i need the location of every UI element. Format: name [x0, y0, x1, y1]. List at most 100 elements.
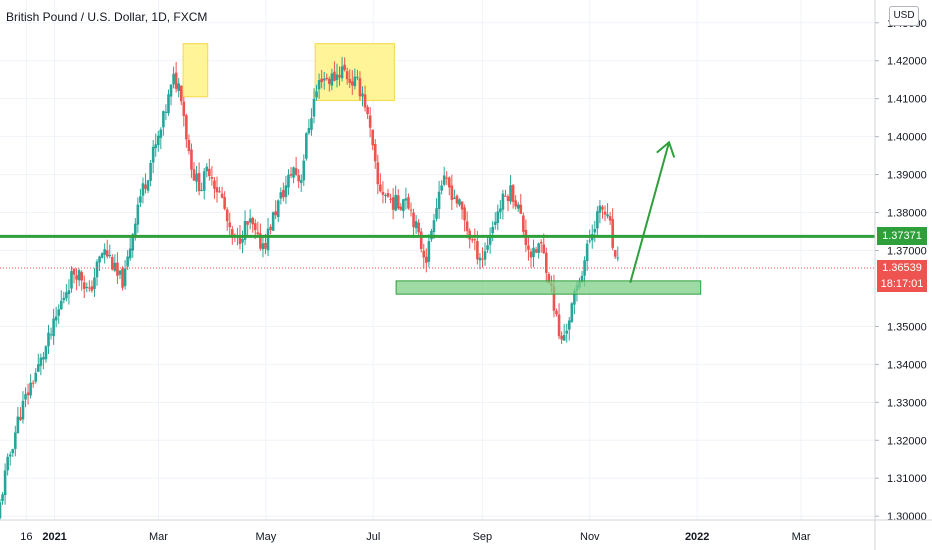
- candle-body: [447, 177, 451, 188]
- candle-body: [225, 209, 229, 222]
- candle-body: [62, 297, 66, 301]
- candle-body: [442, 175, 446, 185]
- candle-body: [144, 184, 147, 189]
- candle-body: [75, 275, 78, 280]
- candle-body: [350, 81, 354, 86]
- candle-body: [361, 93, 364, 97]
- candle-body: [562, 334, 566, 341]
- candle-body: [36, 364, 40, 372]
- candle-body: [156, 135, 160, 146]
- drawing-overlays[interactable]: [0, 140, 875, 295]
- candle-body: [93, 277, 96, 289]
- price-tick-label: 1.30000: [887, 511, 927, 523]
- candle-body: [98, 256, 101, 263]
- candle-body: [167, 94, 170, 114]
- candle-body: [345, 71, 349, 80]
- candle-body: [208, 168, 211, 176]
- candle-body: [499, 208, 502, 213]
- candle-body: [583, 260, 586, 276]
- candle-body: [381, 191, 385, 195]
- candle-body: [440, 185, 443, 191]
- time-tick-label: Jul: [366, 531, 380, 543]
- candle-body: [47, 332, 50, 347]
- candle-body: [555, 310, 558, 315]
- candle-body: [299, 180, 303, 184]
- time-axis[interactable]: 16 2021 Mar May Jul Sep Nov 2022 Mar: [0, 519, 932, 543]
- candle-body: [24, 394, 27, 400]
- candle-body: [253, 223, 257, 231]
- candle-body: [529, 251, 533, 258]
- candle-body: [386, 193, 390, 197]
- candle-body: [159, 129, 163, 138]
- candle-body: [534, 249, 538, 253]
- candle-body: [26, 392, 30, 396]
- candle-body: [412, 212, 415, 228]
- candle-body: [312, 98, 316, 117]
- candle-body: [315, 91, 318, 98]
- candle-body: [606, 214, 609, 217]
- candle-body: [113, 262, 117, 271]
- price-tick-label: 1.35000: [887, 321, 927, 333]
- candle-body: [486, 245, 489, 250]
- candle-body: [335, 74, 339, 81]
- current-price-tag: 1.36539: [877, 260, 927, 276]
- candle-body: [379, 184, 382, 192]
- candle-body: [402, 199, 405, 212]
- candle-body: [325, 77, 329, 80]
- candle-body: [527, 245, 530, 250]
- candle-body: [284, 185, 288, 197]
- candle-body: [200, 190, 203, 192]
- candle-body: [177, 83, 180, 92]
- candle-body: [261, 243, 265, 250]
- candle-body: [6, 456, 9, 471]
- candle-body: [389, 198, 392, 200]
- candle-body: [292, 167, 295, 178]
- candle-body: [353, 76, 357, 87]
- candle-body: [39, 357, 43, 366]
- candle-body: [396, 195, 400, 209]
- candle-body: [72, 268, 76, 275]
- grid-lines: [0, 0, 875, 520]
- candle-body: [103, 249, 106, 255]
- candle-body: [154, 144, 158, 149]
- candle-body: [297, 175, 300, 182]
- candle-body: [519, 204, 523, 214]
- candle-body: [376, 162, 380, 185]
- currency-selector-button[interactable]: USD: [889, 6, 919, 26]
- candle-body: [596, 211, 599, 229]
- candle-body: [501, 193, 505, 210]
- candle-body: [343, 64, 346, 70]
- candle-body: [616, 257, 620, 259]
- candle-body: [218, 191, 221, 193]
- candle-body: [504, 195, 507, 197]
- candle-body: [70, 271, 73, 289]
- candle-body: [417, 222, 420, 233]
- candle-body: [542, 244, 546, 254]
- price-tick-label: 1.38000: [887, 208, 927, 220]
- candle-body: [264, 242, 267, 249]
- candle-body: [585, 243, 589, 261]
- candle-body: [493, 221, 497, 225]
- candle-body: [532, 247, 535, 258]
- candle-body: [310, 118, 313, 130]
- candle-body: [366, 107, 369, 115]
- candle-body: [195, 173, 198, 182]
- level-price-tag: 1.37371: [877, 227, 927, 246]
- candle-body: [409, 209, 413, 211]
- candle-body: [307, 128, 311, 134]
- candle-body: [3, 470, 7, 496]
- time-tick-label: May: [255, 531, 276, 543]
- candle-body: [108, 254, 112, 257]
- price-tick-label: 1.39000: [887, 170, 927, 182]
- candle-body: [545, 252, 548, 273]
- projection-arrow-shaft: [629, 142, 670, 284]
- candle-body: [100, 253, 104, 258]
- candle-body: [31, 382, 35, 384]
- candle-body: [496, 211, 500, 223]
- candle-body: [425, 256, 428, 263]
- candle-body: [146, 180, 150, 191]
- candle-body: [172, 73, 175, 85]
- candle-body: [85, 287, 89, 289]
- candle-body: [506, 196, 510, 201]
